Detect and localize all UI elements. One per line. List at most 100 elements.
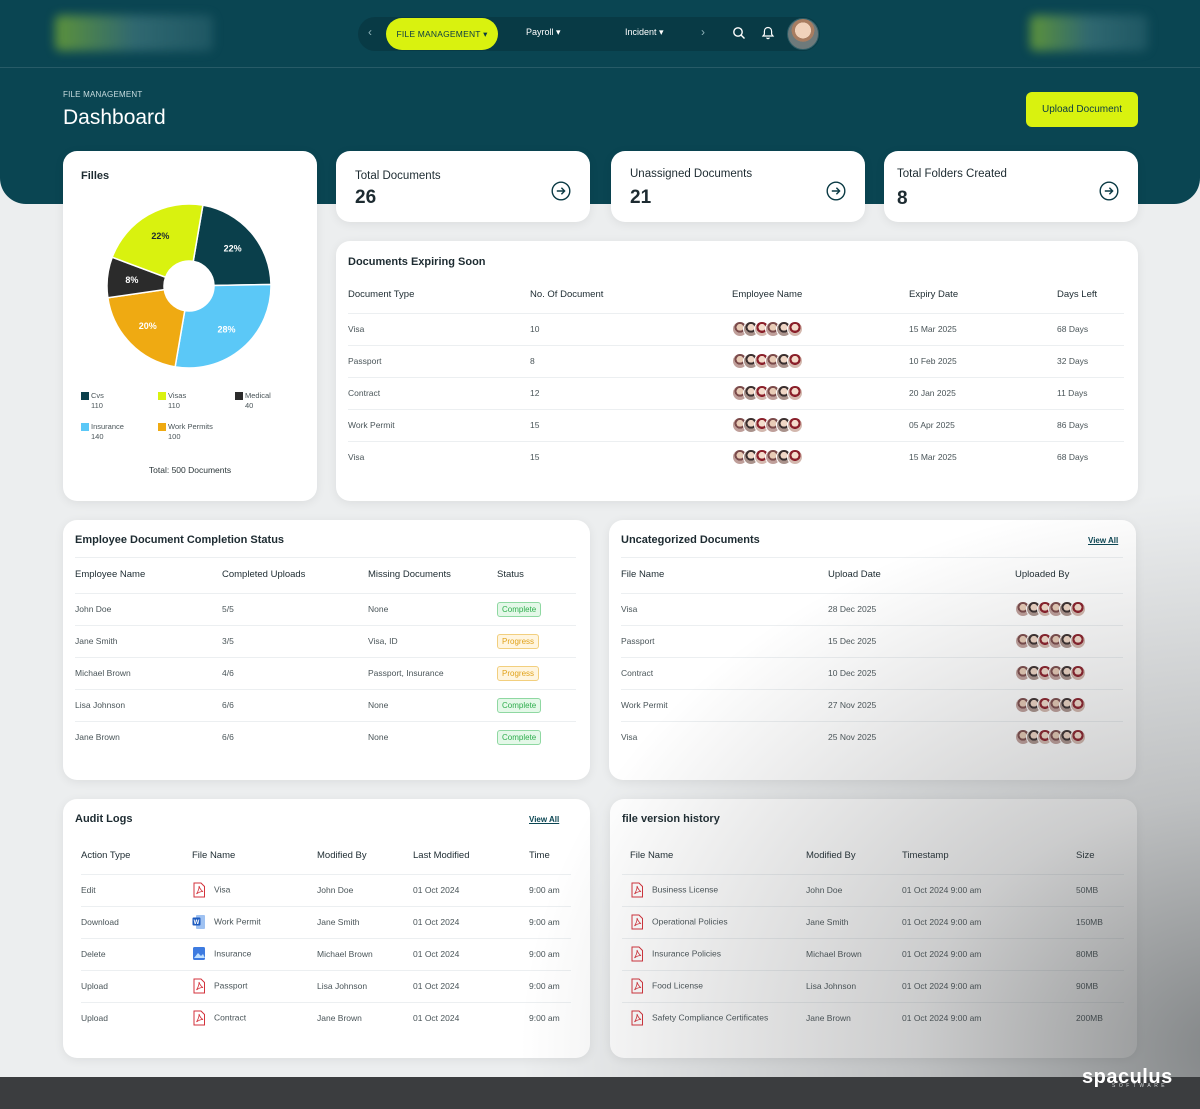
column-header[interactable]: Modified By — [806, 850, 856, 862]
column-header[interactable]: Action Type — [81, 850, 131, 862]
bell-icon[interactable] — [760, 25, 776, 41]
column-header[interactable]: Days Left — [1057, 289, 1098, 301]
column-header[interactable]: Completed Uploads — [222, 569, 306, 581]
legend-value: 40 — [245, 401, 254, 410]
stat-label: Unassigned Documents — [630, 168, 753, 180]
table-row[interactable]: Visa 15 15 Mar 2025 68 Days — [348, 440, 1124, 473]
column-header[interactable]: Employee Name — [732, 289, 803, 301]
stat-card-total-folders[interactable]: Total Folders Created 8 — [884, 151, 1138, 222]
column-header[interactable]: Employee Name — [75, 569, 146, 581]
table-row[interactable]: Operational Policies Jane Smith 01 Oct 202… — [622, 905, 1124, 938]
table-row[interactable]: Delete Insurance Michael Brown 01 Oct 2024 9… — [81, 937, 571, 970]
arrow-right-circle-icon[interactable] — [1099, 181, 1119, 201]
employee-name: Michael Brown — [75, 656, 222, 689]
table-row[interactable]: Contract 10 Dec 2025 — [621, 656, 1123, 689]
total-documents-label: Total: 500 Documents — [148, 465, 232, 475]
timestamp: 01 Oct 2024 9:00 am — [902, 905, 1076, 938]
action-type: Upload — [81, 969, 192, 1002]
stat-card-unassigned-documents[interactable]: Unassigned Documents 21 — [611, 151, 865, 222]
arrow-right-circle-icon[interactable] — [551, 181, 571, 201]
nav-payroll[interactable]: Payroll ▾ — [526, 27, 561, 37]
table-row[interactable]: Lisa Johnson 6/6 None Complete — [75, 688, 576, 721]
avatar-group[interactable] — [1015, 633, 1089, 649]
avatar — [787, 417, 803, 433]
column-header[interactable]: Status — [497, 569, 524, 581]
file-name[interactable]: Food License — [652, 980, 704, 991]
view-all-link[interactable]: View All — [529, 815, 560, 824]
table-row[interactable]: Download W Work Permit Jane Smith 01 Oct 202… — [81, 905, 571, 938]
table-row[interactable]: Passport 15 Dec 2025 — [621, 624, 1123, 657]
nav-incident[interactable]: Incident ▾ — [625, 27, 664, 37]
file-name[interactable]: Insurance Policies — [652, 948, 721, 959]
column-header[interactable]: Document Type — [348, 289, 415, 301]
time: 9:00 am — [529, 937, 571, 970]
search-icon[interactable] — [731, 25, 747, 41]
brand-logo: spaculus — [1082, 1066, 1173, 1088]
column-header[interactable]: Size — [1076, 850, 1095, 862]
column-header[interactable]: Upload Date — [828, 569, 881, 581]
days-left: 86 Days — [1057, 408, 1124, 441]
table-row[interactable]: Food License Lisa Johnson 01 Oct 2024 9:00… — [622, 969, 1124, 1002]
avatar-group[interactable] — [1015, 601, 1089, 617]
table-row[interactable]: Michael Brown 4/6 Passport, Insurance Progr… — [75, 656, 576, 689]
table-row[interactable]: Upload Contract Jane Brown 01 Oct 2024 9:00 … — [81, 1001, 571, 1034]
avatar-group[interactable] — [732, 417, 806, 433]
column-header[interactable]: Modified By — [317, 850, 367, 862]
user-avatar[interactable] — [787, 18, 819, 50]
file-name[interactable]: Operational Policies — [652, 916, 728, 927]
table-row[interactable]: Visa 28 Dec 2025 — [621, 592, 1123, 625]
column-header[interactable]: File Name — [192, 850, 236, 862]
expiring-title: Documents Expiring Soon — [348, 256, 486, 268]
avatar-group[interactable] — [732, 385, 806, 401]
column-header[interactable]: File Name — [630, 850, 674, 862]
column-header[interactable]: Last Modified — [413, 850, 470, 862]
avatar-group[interactable] — [1015, 665, 1089, 681]
page-title: Dashboard — [63, 106, 166, 129]
nav-next-icon[interactable]: › — [701, 25, 705, 39]
nav-file-management[interactable]: FILE MANAGEMENT ▾ — [386, 18, 498, 50]
table-row[interactable]: Visa 10 15 Mar 2025 68 Days — [348, 312, 1124, 345]
company-logo[interactable] — [55, 15, 213, 51]
avatar-group[interactable] — [732, 321, 806, 337]
column-header[interactable]: Expiry Date — [909, 289, 959, 301]
table-row[interactable]: Safety Compliance Certificates Jane Brown… — [622, 1001, 1124, 1034]
image-icon — [193, 947, 205, 960]
table-row[interactable]: Business License John Doe 01 Oct 2024 9:00… — [622, 873, 1124, 906]
avatar-group[interactable] — [732, 449, 806, 466]
pdf-icon — [631, 882, 643, 898]
column-header[interactable]: Time — [529, 850, 550, 862]
table-row[interactable]: Visa 25 Nov 2025 — [621, 720, 1123, 753]
file-name[interactable]: Insurance — [214, 948, 252, 959]
file-name[interactable]: Visa — [214, 884, 231, 895]
table-row[interactable]: John Doe 5/5 None Complete — [75, 592, 576, 625]
table-row[interactable]: Passport 8 10 Feb 2025 32 Days — [348, 344, 1124, 377]
column-header[interactable]: File Name — [621, 569, 665, 581]
table-row[interactable]: Upload Passport Lisa Johnson 01 Oct 2024 9:0… — [81, 969, 571, 1002]
file-name[interactable]: Safety Compliance Certificates — [652, 1012, 769, 1023]
table-row[interactable]: Insurance Policies Michael Brown 01 Oct 20… — [622, 937, 1124, 970]
file-name[interactable]: Business License — [652, 884, 719, 895]
avatar-group[interactable] — [1015, 729, 1089, 746]
legend-swatch — [158, 392, 166, 400]
file-name[interactable]: Contract — [214, 1012, 247, 1023]
table-row[interactable]: Work Permit 15 05 Apr 2025 86 Days — [348, 408, 1124, 441]
arrow-right-circle-icon[interactable] — [826, 181, 846, 201]
table-row[interactable]: Edit Visa John Doe 01 Oct 2024 9:00 am — [81, 873, 571, 906]
file-name[interactable]: Work Permit — [214, 916, 261, 927]
stat-card-total-documents[interactable]: Total Documents 26 — [336, 151, 590, 222]
avatar-group[interactable] — [1015, 697, 1089, 713]
bottom-bar — [0, 1077, 1200, 1109]
table-row[interactable]: Jane Smith 3/5 Visa, ID Progress — [75, 624, 576, 657]
view-all-link[interactable]: View All — [1088, 536, 1119, 545]
avatar-group[interactable] — [732, 353, 806, 369]
column-header[interactable]: Missing Documents — [368, 569, 451, 581]
column-header[interactable]: Timestamp — [902, 850, 949, 862]
nav-prev-icon[interactable]: ‹ — [368, 25, 372, 39]
file-name[interactable]: Passport — [214, 980, 248, 991]
column-header[interactable]: Uploaded By — [1015, 569, 1070, 581]
table-row[interactable]: Jane Brown 6/6 None Complete — [75, 720, 576, 753]
table-row[interactable]: Work Permit 27 Nov 2025 — [621, 688, 1123, 721]
upload-document-button[interactable]: Upload Document — [1026, 92, 1138, 127]
table-row[interactable]: Contract 12 20 Jan 2025 11 Days — [348, 376, 1124, 409]
column-header[interactable]: No. Of Document — [530, 289, 604, 301]
